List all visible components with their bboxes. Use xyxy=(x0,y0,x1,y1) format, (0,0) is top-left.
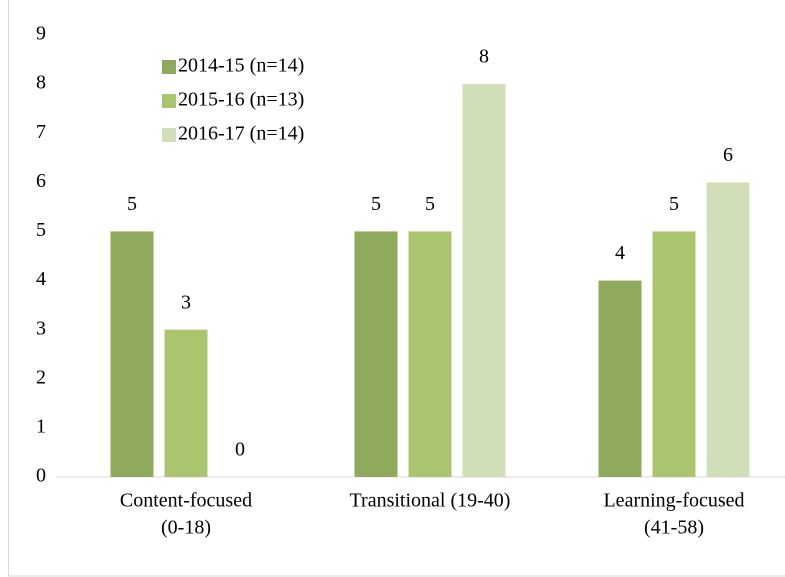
data-label: 6 xyxy=(723,144,733,166)
y-tick-label: 4 xyxy=(36,268,46,290)
data-label: 3 xyxy=(181,291,191,313)
bar xyxy=(164,329,208,477)
x-tick-label: Learning-focused xyxy=(603,490,744,512)
legend-swatch xyxy=(162,128,176,142)
data-label: 8 xyxy=(479,46,489,68)
data-label: 0 xyxy=(235,439,245,461)
data-label: 5 xyxy=(127,193,137,215)
bar xyxy=(354,231,398,477)
data-label: 4 xyxy=(615,242,625,264)
bar xyxy=(408,231,452,477)
legend-label: 2014-15 (n=14) xyxy=(178,55,304,77)
bar xyxy=(706,182,750,478)
legend-label: 2015-16 (n=13) xyxy=(178,89,304,111)
y-tick-label: 7 xyxy=(36,121,46,143)
x-tick-label: Transitional (19-40) xyxy=(350,490,511,512)
chart-frame xyxy=(8,0,785,577)
data-label: 5 xyxy=(425,193,435,215)
bar xyxy=(462,84,506,477)
x-tick-label: (0-18) xyxy=(161,517,211,539)
data-label: 5 xyxy=(371,193,381,215)
bar xyxy=(652,231,696,477)
y-tick-label: 2 xyxy=(36,366,46,388)
legend-label: 2016-17 (n=14) xyxy=(178,123,304,145)
y-tick-label: 3 xyxy=(36,317,46,339)
legend-swatch xyxy=(162,60,176,74)
y-tick-label: 8 xyxy=(36,72,46,94)
x-tick-label: Content-focused xyxy=(120,490,252,512)
y-tick-label: 5 xyxy=(36,219,46,241)
data-label: 5 xyxy=(669,193,679,215)
y-tick-label: 0 xyxy=(36,465,46,487)
bar xyxy=(110,231,154,477)
y-tick-label: 6 xyxy=(36,170,46,192)
legend-swatch xyxy=(162,94,176,108)
y-tick-label: 9 xyxy=(36,23,46,45)
x-tick-label: (41-58) xyxy=(644,517,704,539)
y-tick-label: 1 xyxy=(36,415,46,437)
bar xyxy=(598,280,642,477)
